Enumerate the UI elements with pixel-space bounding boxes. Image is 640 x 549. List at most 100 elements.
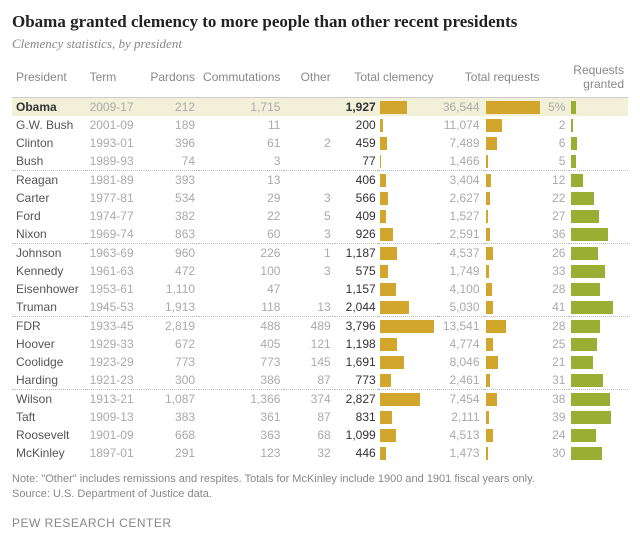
cell-president: Clinton: [12, 134, 86, 152]
cell-other: [284, 280, 334, 298]
cell-commutations: 405: [199, 335, 284, 353]
pct-bar: [571, 429, 596, 442]
cell-total-bar: [378, 262, 438, 280]
cell-term: 1974-77: [86, 207, 147, 225]
requests-bar: [486, 101, 540, 114]
cell-commutations: 13: [199, 171, 284, 190]
cell-other: 1: [284, 244, 334, 263]
cell-other: 3: [284, 262, 334, 280]
cell-other: [284, 152, 334, 171]
cell-requests-bar: [484, 298, 544, 317]
clemency-bar: [380, 101, 407, 114]
cell-pct: 30: [544, 444, 570, 462]
cell-term: 1933-45: [86, 317, 147, 336]
col-pardons: Pardons: [146, 60, 199, 98]
cell-pardons: 74: [146, 152, 199, 171]
cell-total: 1,927: [335, 98, 378, 117]
cell-term: 1923-29: [86, 353, 147, 371]
cell-pardons: 960: [146, 244, 199, 263]
cell-term: 1897-01: [86, 444, 147, 462]
cell-president: Hoover: [12, 335, 86, 353]
cell-pct-bar: [569, 207, 628, 225]
cell-term: 1993-01: [86, 134, 147, 152]
cell-requests-bar: [484, 225, 544, 244]
cell-president: Taft: [12, 408, 86, 426]
cell-pct: 39: [544, 408, 570, 426]
cell-requests: 4,100: [438, 280, 484, 298]
cell-requests: 3,404: [438, 171, 484, 190]
cell-term: 1963-69: [86, 244, 147, 263]
cell-president: Reagan: [12, 171, 86, 190]
note-text: Note: "Other" includes remissions and re…: [12, 472, 628, 487]
cell-requests-bar: [484, 444, 544, 462]
cell-other: 32: [284, 444, 334, 462]
cell-requests: 36,544: [438, 98, 484, 117]
table-row: Bush1989-93743771,4665: [12, 152, 628, 171]
cell-pardons: 382: [146, 207, 199, 225]
pct-bar: [571, 101, 576, 114]
cell-pct-bar: [569, 408, 628, 426]
requests-bar: [486, 119, 502, 132]
requests-bar: [486, 356, 498, 369]
cell-pardons: 1,913: [146, 298, 199, 317]
requests-bar: [486, 137, 497, 150]
cell-requests-bar: [484, 134, 544, 152]
requests-bar: [486, 283, 492, 296]
pct-bar: [571, 411, 611, 424]
cell-commutations: 60: [199, 225, 284, 244]
cell-pct-bar: [569, 353, 628, 371]
cell-other: [284, 116, 334, 134]
cell-pct: 28: [544, 317, 570, 336]
cell-pct: 5: [544, 152, 570, 171]
cell-commutations: 363: [199, 426, 284, 444]
cell-total: 1,198: [335, 335, 378, 353]
cell-other: [284, 171, 334, 190]
cell-requests-bar: [484, 244, 544, 263]
clemency-bar: [380, 174, 386, 187]
cell-president: Nixon: [12, 225, 86, 244]
cell-total: 409: [335, 207, 378, 225]
cell-requests-bar: [484, 98, 544, 117]
table-row: Clinton1993-013966124597,4896: [12, 134, 628, 152]
cell-total: 459: [335, 134, 378, 152]
cell-pct: 22: [544, 189, 570, 207]
cell-president: Johnson: [12, 244, 86, 263]
cell-pardons: 672: [146, 335, 199, 353]
cell-term: 1953-61: [86, 280, 147, 298]
cell-total-bar: [378, 298, 438, 317]
header-row: President Term Pardons Commutations Othe…: [12, 60, 628, 98]
requests-bar: [486, 393, 497, 406]
cell-requests-bar: [484, 207, 544, 225]
clemency-bar: [380, 447, 386, 460]
cell-pardons: 863: [146, 225, 199, 244]
cell-pardons: 383: [146, 408, 199, 426]
requests-bar: [486, 320, 506, 333]
cell-total: 3,796: [335, 317, 378, 336]
cell-requests-bar: [484, 353, 544, 371]
cell-commutations: 123: [199, 444, 284, 462]
cell-commutations: 47: [199, 280, 284, 298]
cell-requests-bar: [484, 171, 544, 190]
cell-total-bar: [378, 207, 438, 225]
cell-pardons: 393: [146, 171, 199, 190]
cell-total: 831: [335, 408, 378, 426]
cell-total: 406: [335, 171, 378, 190]
cell-total: 77: [335, 152, 378, 171]
clemency-bar: [380, 429, 396, 442]
cell-pardons: 212: [146, 98, 199, 117]
cell-total-bar: [378, 426, 438, 444]
cell-term: 1989-93: [86, 152, 147, 171]
pct-bar: [571, 447, 602, 460]
cell-total-bar: [378, 98, 438, 117]
pct-bar: [571, 192, 594, 205]
cell-other: 489: [284, 317, 334, 336]
cell-term: 1909-13: [86, 408, 147, 426]
cell-commutations: 488: [199, 317, 284, 336]
cell-pardons: 1,087: [146, 390, 199, 409]
cell-total-bar: [378, 444, 438, 462]
requests-bar: [486, 265, 489, 278]
pct-bar: [571, 356, 593, 369]
clemency-bar: [380, 393, 420, 406]
cell-pct: 21: [544, 353, 570, 371]
cell-other: 3: [284, 189, 334, 207]
